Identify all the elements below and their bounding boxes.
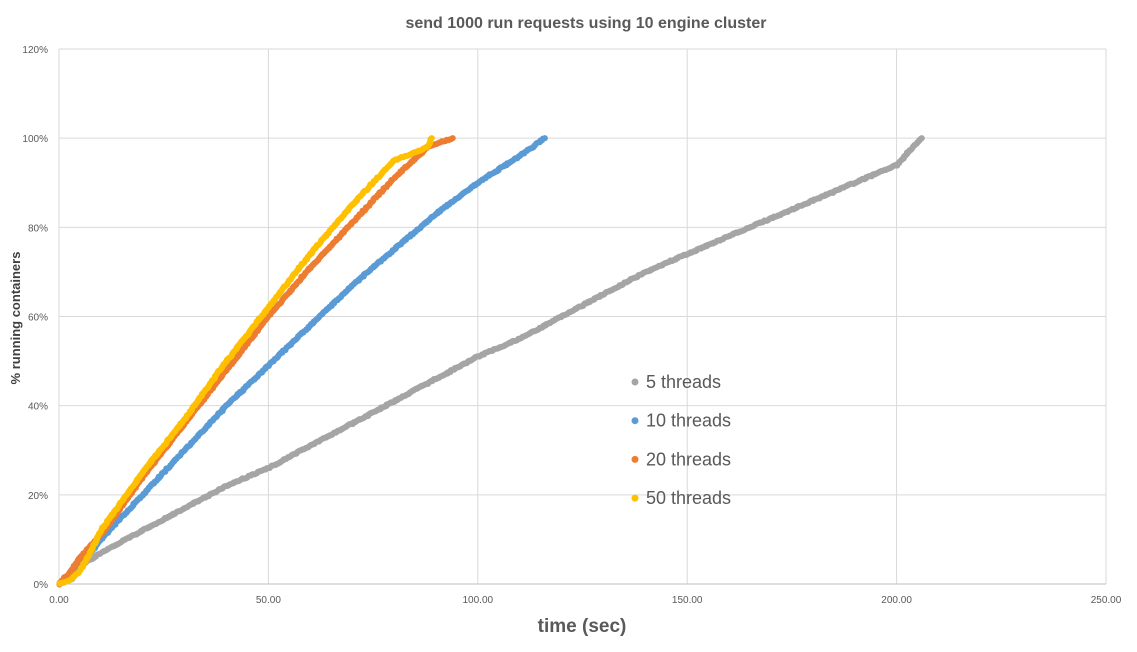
- legend-label: 5 threads: [646, 372, 721, 392]
- data-point: [918, 135, 925, 142]
- series-50-threads: [56, 135, 435, 587]
- legend-label: 10 threads: [646, 411, 731, 431]
- x-axis-label: time (sec): [538, 616, 627, 637]
- legend-marker: [631, 378, 639, 386]
- y-tick-label: 40%: [28, 402, 48, 413]
- chart-title: send 1000 run requests using 10 engine c…: [405, 15, 766, 32]
- x-tick-label: 50.00: [256, 595, 281, 606]
- x-tick-label: 250.00: [1091, 595, 1122, 606]
- legend-label: 20 threads: [646, 449, 731, 469]
- x-axis-ticks: 0.00 50.00 100.00 150.00 200.00 250.00: [49, 595, 1121, 606]
- y-tick-label: 120%: [22, 45, 48, 56]
- data-point: [428, 135, 435, 142]
- x-tick-label: 200.00: [881, 595, 912, 606]
- series-layer: [56, 135, 925, 588]
- legend-item: 20 threads: [631, 449, 731, 469]
- legend-item: 10 threads: [631, 411, 731, 431]
- data-point: [449, 135, 456, 142]
- axes: [58, 49, 1106, 585]
- legend-label: 50 threads: [646, 488, 731, 508]
- legend: 5 threads 10 threads 20 threads 50 threads: [631, 372, 731, 508]
- legend-marker: [631, 455, 639, 463]
- y-tick-label: 100%: [22, 134, 48, 145]
- legend-item: 50 threads: [631, 488, 731, 508]
- x-tick-label: 100.00: [463, 595, 494, 606]
- y-tick-label: 60%: [28, 313, 48, 324]
- data-point: [541, 135, 548, 142]
- y-tick-label: 80%: [28, 223, 48, 234]
- legend-item: 5 threads: [631, 372, 721, 392]
- y-axis-label: % running containers: [8, 252, 23, 385]
- legend-marker: [631, 494, 639, 502]
- y-tick-label: 20%: [28, 491, 48, 502]
- gridlines: [59, 48, 1107, 584]
- y-tick-label: 0%: [34, 580, 49, 591]
- x-tick-label: 0.00: [49, 595, 69, 606]
- y-axis-ticks: 0% 20% 40% 60% 80% 100% 120%: [22, 45, 48, 591]
- legend-marker: [631, 417, 639, 425]
- x-tick-label: 150.00: [672, 595, 703, 606]
